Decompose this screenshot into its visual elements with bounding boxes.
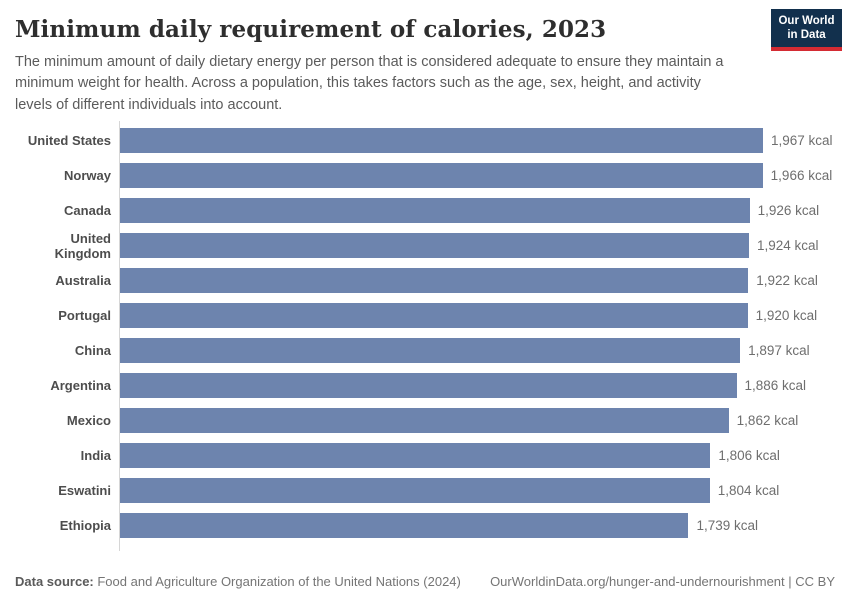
chart-row: Norway 1,966 kcal	[15, 158, 835, 193]
country-label[interactable]: Eswatini	[58, 483, 111, 498]
value-label: 1,966 kcal	[770, 168, 833, 183]
country-label[interactable]: United Kingdom	[54, 230, 111, 261]
bar[interactable]	[120, 198, 750, 223]
bar-area: 1,804 kcal	[119, 478, 835, 503]
country-label[interactable]: Mexico	[66, 413, 111, 428]
chart-row: Mexico 1,862 kcal	[15, 403, 835, 438]
bar[interactable]	[120, 338, 741, 363]
value-label: 1,897 kcal	[748, 343, 810, 358]
chart-row: Argentina 1,886 kcal	[15, 368, 835, 403]
country-label[interactable]: Argentina	[50, 378, 111, 393]
chart-header: Minimum daily requirement of calories, 2…	[0, 0, 850, 116]
bar-area: 1,924 kcal	[119, 233, 835, 258]
bar[interactable]	[120, 443, 711, 468]
footer-url-link[interactable]: OurWorldinData.org/hunger-and-undernouri…	[490, 574, 785, 589]
chart-row: Ethiopia 1,739 kcal	[15, 508, 835, 543]
chart-row: United States 1,967 kcal	[15, 123, 835, 158]
country-label[interactable]: Portugal	[58, 308, 111, 323]
footer-links: OurWorldinData.org/hunger-and-undernouri…	[490, 574, 835, 589]
chart-row: China 1,897 kcal	[15, 333, 835, 368]
bar[interactable]	[120, 373, 737, 398]
bar-area: 1,967 kcal	[119, 128, 835, 153]
value-label: 1,806 kcal	[718, 448, 780, 463]
bar[interactable]	[120, 303, 748, 328]
bar[interactable]	[120, 513, 689, 538]
value-label: 1,739 kcal	[696, 518, 758, 533]
value-label: 1,862 kcal	[736, 413, 799, 428]
value-label: 1,886 kcal	[744, 378, 807, 393]
bar[interactable]	[120, 478, 710, 503]
owid-logo-line2: in Data	[787, 29, 826, 42]
bar-chart: United States 1,967 kcal Norway 1,966 kc…	[15, 121, 835, 551]
chart-row: Canada 1,926 kcal	[15, 193, 835, 228]
bar-area: 1,739 kcal	[119, 513, 835, 538]
footer-separator: |	[784, 574, 796, 589]
y-axis-line	[119, 121, 120, 551]
bar-area: 1,862 kcal	[119, 408, 835, 433]
owid-logo-line1: Our World	[778, 15, 835, 27]
license-link[interactable]: CC BY	[795, 574, 835, 589]
country-label[interactable]: United States	[27, 133, 111, 148]
bar-area: 1,920 kcal	[119, 303, 835, 328]
country-label[interactable]: India	[80, 448, 111, 463]
bar[interactable]	[120, 268, 749, 293]
value-label: 1,924 kcal	[756, 238, 819, 253]
bar-area: 1,886 kcal	[119, 373, 835, 398]
chart-row: United Kingdom 1,924 kcal	[15, 228, 835, 263]
value-label: 1,920 kcal	[755, 308, 818, 323]
chart-row: Portugal 1,920 kcal	[15, 298, 835, 333]
chart-subtitle: The minimum amount of daily dietary ener…	[15, 54, 724, 113]
data-source-label: Data source:	[15, 574, 94, 589]
chart-footer: Data source: Food and Agriculture Organi…	[15, 574, 835, 589]
value-label: 1,804 kcal	[717, 483, 780, 498]
country-label[interactable]: Norway	[64, 168, 111, 183]
country-label[interactable]: Australia	[55, 273, 111, 288]
bar-area: 1,897 kcal	[119, 338, 835, 363]
bar-area: 1,926 kcal	[119, 198, 835, 223]
country-label[interactable]: Ethiopia	[59, 518, 111, 533]
bar-area: 1,966 kcal	[119, 163, 835, 188]
value-label: 1,926 kcal	[757, 203, 820, 218]
data-source: Data source: Food and Agriculture Organi…	[15, 574, 461, 589]
value-label: 1,967 kcal	[771, 133, 833, 148]
bar[interactable]	[120, 233, 749, 258]
data-source-text: Food and Agriculture Organization of the…	[93, 574, 461, 589]
country-label[interactable]: Canada	[64, 203, 111, 218]
chart-row: Australia 1,922 kcal	[15, 263, 835, 298]
chart-row: India 1,806 kcal	[15, 438, 835, 473]
bar[interactable]	[120, 408, 729, 433]
owid-logo[interactable]: Our World in Data	[771, 9, 842, 51]
country-label[interactable]: China	[74, 343, 111, 358]
chart-row: Eswatini 1,804 kcal	[15, 473, 835, 508]
bar[interactable]	[120, 163, 763, 188]
value-label: 1,922 kcal	[756, 273, 818, 288]
bar-area: 1,922 kcal	[119, 268, 835, 293]
page-title: Minimum daily requirement of calories, 2…	[15, 16, 607, 43]
bar-chart-rows: United States 1,967 kcal Norway 1,966 kc…	[15, 123, 835, 543]
bar[interactable]	[120, 128, 763, 153]
bar-area: 1,806 kcal	[119, 443, 835, 468]
